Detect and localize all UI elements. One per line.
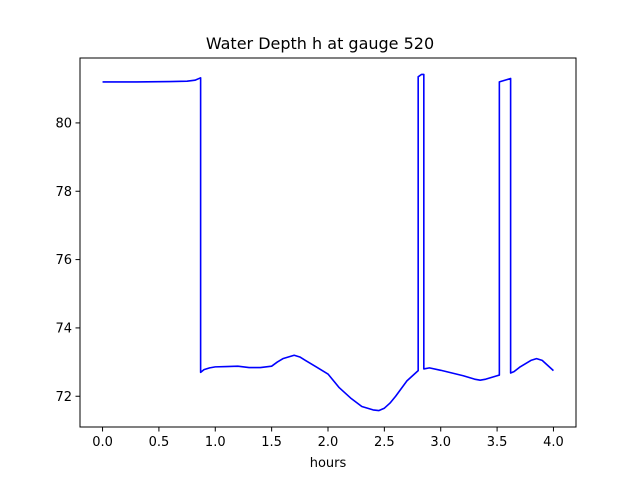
x-axis-label: hours — [310, 456, 347, 471]
y-tick-label: 80 — [55, 116, 72, 131]
y-tick-label: 76 — [55, 253, 72, 268]
series-line-0 — [102, 73, 554, 412]
y-axis: 72 74 76 78 80 — [55, 116, 80, 405]
x-tick-label: 3.0 — [430, 435, 451, 450]
x-tick-label: 3.5 — [487, 435, 508, 450]
x-tick-label: 0.5 — [149, 435, 170, 450]
x-tick-label: 1.0 — [205, 435, 226, 450]
y-tick-label: 78 — [55, 185, 72, 200]
x-tick-label: 2.5 — [374, 435, 395, 450]
y-tick-label: 74 — [55, 321, 72, 336]
x-tick-label: 2.0 — [318, 435, 339, 450]
x-tick-label: 0.0 — [92, 435, 113, 450]
plot-lines — [102, 73, 554, 412]
chart-title: Water Depth h at gauge 520 — [206, 34, 434, 53]
x-axis: 0.0 0.5 1.0 1.5 2.0 2.5 3.0 3.5 4.0 — [92, 427, 564, 450]
y-tick-label: 72 — [55, 390, 72, 405]
plot-frame — [79, 57, 577, 428]
x-tick-label: 4.0 — [543, 435, 564, 450]
x-tick-label: 1.5 — [261, 435, 282, 450]
